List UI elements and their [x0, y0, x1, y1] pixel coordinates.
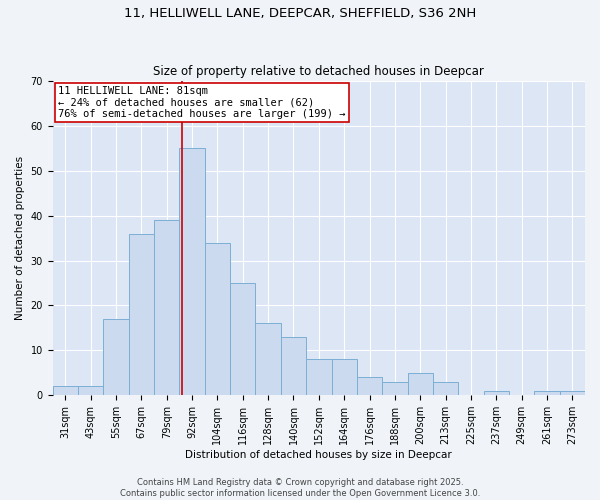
Bar: [433, 382, 458, 395]
Bar: [78, 386, 103, 395]
Bar: [53, 386, 78, 395]
Bar: [382, 382, 407, 395]
Text: 11 HELLIWELL LANE: 81sqm
← 24% of detached houses are smaller (62)
76% of semi-d: 11 HELLIWELL LANE: 81sqm ← 24% of detach…: [58, 86, 346, 119]
Bar: [281, 337, 306, 395]
Text: 11, HELLIWELL LANE, DEEPCAR, SHEFFIELD, S36 2NH: 11, HELLIWELL LANE, DEEPCAR, SHEFFIELD, …: [124, 8, 476, 20]
Bar: [332, 360, 357, 395]
Text: Contains HM Land Registry data © Crown copyright and database right 2025.
Contai: Contains HM Land Registry data © Crown c…: [120, 478, 480, 498]
Bar: [535, 390, 560, 395]
Bar: [129, 234, 154, 395]
Bar: [103, 319, 129, 395]
Bar: [205, 242, 230, 395]
Bar: [407, 373, 433, 395]
Y-axis label: Number of detached properties: Number of detached properties: [15, 156, 25, 320]
Title: Size of property relative to detached houses in Deepcar: Size of property relative to detached ho…: [154, 66, 484, 78]
Bar: [230, 283, 256, 395]
Bar: [179, 148, 205, 395]
Bar: [357, 378, 382, 395]
X-axis label: Distribution of detached houses by size in Deepcar: Distribution of detached houses by size …: [185, 450, 452, 460]
Bar: [256, 324, 281, 395]
Bar: [306, 360, 332, 395]
Bar: [560, 390, 585, 395]
Bar: [484, 390, 509, 395]
Bar: [154, 220, 179, 395]
